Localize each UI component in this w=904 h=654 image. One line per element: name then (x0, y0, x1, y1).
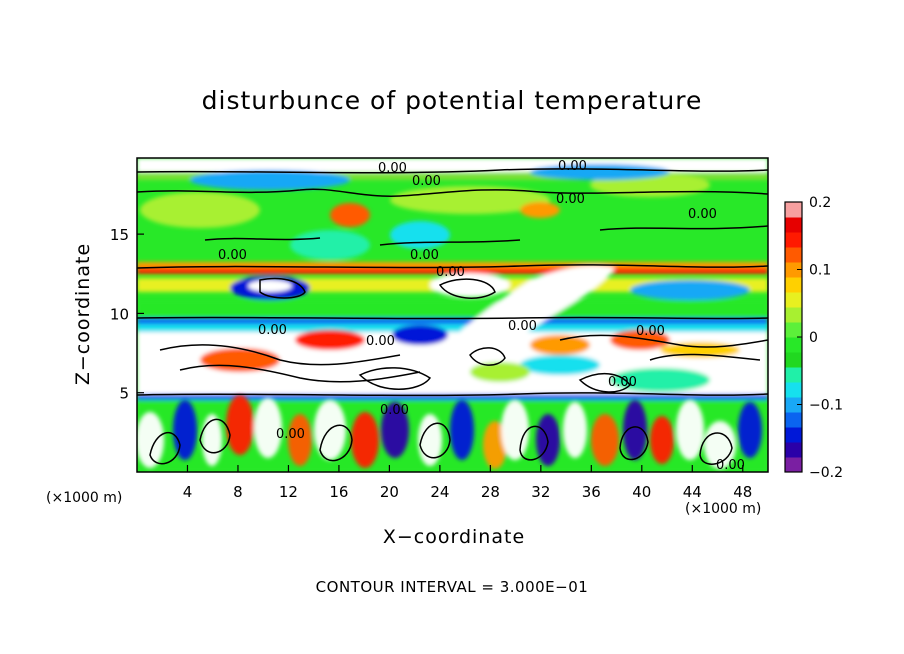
contour-line (379, 239, 521, 246)
contour-line (149, 431, 181, 465)
x-unit-label-right: (×1000 m) (685, 501, 762, 517)
contour-line (137, 316, 768, 320)
contour-line (619, 426, 649, 461)
contour-line (519, 425, 549, 461)
contour-line (578, 373, 631, 393)
contour-line (159, 344, 401, 366)
x-axis: 4 8 12 16 20 24 28 32 36 40 44 48 (183, 465, 752, 501)
colorbar-segment (785, 307, 802, 323)
colorbar-segment (785, 277, 802, 293)
contour-label: 0.00 (636, 324, 665, 339)
colorbar-segment (785, 247, 802, 263)
y-tick-label: 5 (119, 385, 129, 403)
colorbar-tick-label: −0.1 (809, 398, 843, 414)
contour-line (469, 347, 506, 366)
colorbar: 0.2 0.1 0 −0.1 −0.2 (784, 195, 843, 481)
contour-lines (137, 168, 768, 465)
plot-frame (136, 157, 769, 473)
contour-label: 0.00 (218, 248, 247, 263)
colorbar-segment (785, 397, 802, 413)
x-unit-label-left: (×1000 m) (46, 490, 123, 506)
x-axis-label: X−coordinate (382, 526, 526, 548)
contour-label: 0.00 (412, 174, 441, 189)
contour-label: 0.00 (436, 265, 465, 280)
colorbar-segment (785, 232, 802, 248)
colorbar-segment (785, 202, 802, 218)
x-tick-label: 44 (683, 483, 702, 501)
contour-label: 0.00 (378, 161, 407, 176)
colorbar-segment (785, 352, 802, 368)
contour-line (319, 424, 353, 462)
contour-label: 0.00 (410, 248, 439, 263)
x-tick-label: 20 (380, 483, 399, 501)
contour-label: 0.00 (380, 403, 409, 418)
colorbar-tick-label: 0 (809, 330, 818, 346)
x-tick-label: 24 (430, 483, 449, 501)
y-tick-label: 15 (110, 226, 129, 244)
contour-line (137, 188, 768, 197)
contour-line (358, 367, 432, 390)
colorbar-segment (785, 292, 802, 308)
potential-temperature-field (137, 158, 768, 472)
contour-line (204, 237, 321, 241)
colorbar-segment (785, 382, 802, 398)
contour-interval-note: CONTOUR INTERVAL = 3.000E−01 (315, 578, 589, 596)
contour-line (599, 225, 768, 231)
contour-line (137, 392, 768, 397)
contour-line (699, 432, 733, 465)
x-tick-label: 32 (531, 483, 550, 501)
contour-label: 0.00 (716, 458, 745, 473)
contour-line (137, 168, 768, 174)
x-tick-label: 12 (279, 483, 298, 501)
contour-label: 0.00 (556, 192, 585, 207)
x-tick-label: 40 (632, 483, 651, 501)
colorbar-segment (785, 217, 802, 233)
contour-line (259, 277, 306, 299)
contour-line (199, 418, 231, 454)
y-tick-label: 10 (110, 305, 129, 323)
colorbar-tick-label: −0.2 (809, 465, 843, 481)
x-tick-label: 4 (183, 483, 193, 501)
x-tick-label: 8 (233, 483, 243, 501)
colorbar-segment (785, 457, 802, 473)
contour-line (438, 278, 496, 299)
contour-label: 0.00 (608, 375, 637, 390)
colorbar-segment (785, 442, 802, 458)
contour-label: 0.00 (366, 334, 395, 349)
contour-line (179, 364, 421, 383)
x-tick-label: 16 (329, 483, 348, 501)
x-tick-label: 28 (481, 483, 500, 501)
x-tick-label: 36 (582, 483, 601, 501)
colorbar-segment (785, 337, 802, 353)
contour-label: 0.00 (258, 323, 287, 338)
y-axis-label: Z−coordinate (72, 242, 94, 386)
contour-line (559, 334, 768, 348)
colorbar-segment (785, 322, 802, 338)
contour-line (419, 422, 451, 459)
colorbar-tick-label: 0.1 (809, 263, 831, 279)
colorbar-segment (785, 367, 802, 383)
y-axis: 5 10 15 (110, 226, 144, 403)
colorbar-segment (785, 262, 802, 278)
colorbar-tick-label: 0.2 (809, 195, 831, 211)
x-tick-label: 48 (733, 483, 752, 501)
contour-label: 0.00 (558, 159, 587, 174)
contour-label: 0.00 (688, 207, 717, 222)
contour-line (137, 264, 768, 269)
colorbar-segment (785, 427, 802, 443)
contour-labels: 0.00 0.00 0.00 0.00 0.00 0.00 0.00 0.00 0.00 0.00… (218, 159, 745, 473)
colorbar-segment (785, 412, 802, 428)
contour-label: 0.00 (276, 427, 305, 442)
contour-label: 0.00 (508, 319, 537, 334)
contour-line (649, 353, 761, 361)
chart-title: disturbunce of potential temperature (201, 86, 703, 115)
